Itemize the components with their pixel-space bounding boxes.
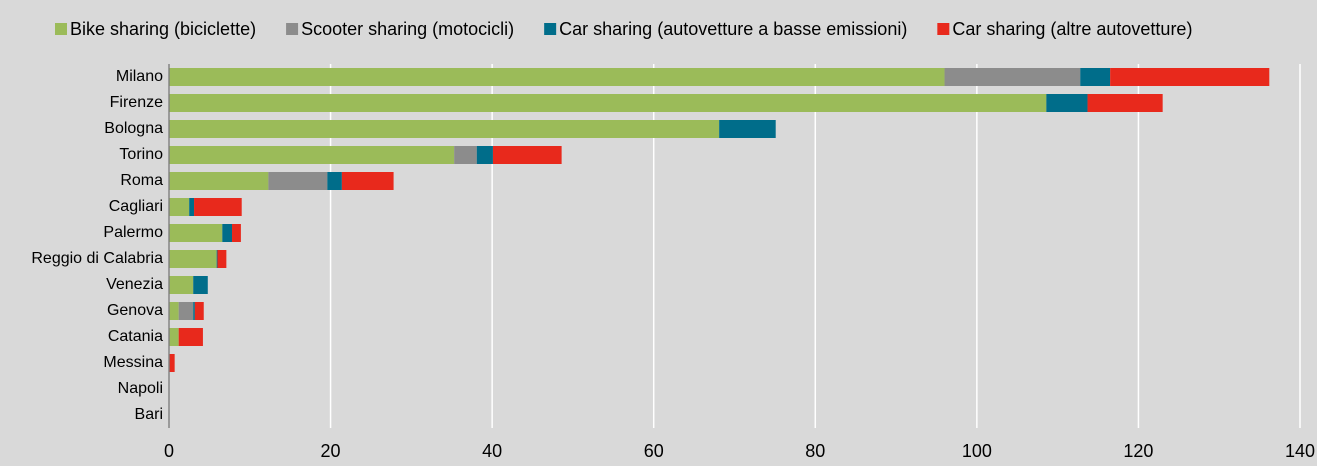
x-tick-label: 60 bbox=[644, 441, 664, 461]
bar-segment bbox=[178, 302, 194, 320]
y-tick-label: Bologna bbox=[104, 120, 163, 137]
bar-segment bbox=[189, 198, 195, 216]
bar-segment bbox=[169, 172, 269, 190]
y-tick-label: Venezia bbox=[106, 276, 163, 293]
bar-segment bbox=[169, 224, 223, 242]
legend-swatch bbox=[937, 23, 950, 35]
legend-label: Bike sharing (biciclette) bbox=[70, 19, 256, 39]
bar-segment bbox=[944, 68, 1081, 86]
bar-segment bbox=[1046, 94, 1088, 112]
bar-segment bbox=[327, 172, 342, 190]
x-tick-label: 140 bbox=[1285, 441, 1315, 461]
bar-segment bbox=[193, 302, 195, 320]
legend-label: Scooter sharing (motocicli) bbox=[301, 19, 514, 39]
y-tick-label: Catania bbox=[108, 328, 163, 345]
x-tick-label: 80 bbox=[805, 441, 825, 461]
bar-segment bbox=[476, 146, 493, 164]
bar-segment bbox=[454, 146, 477, 164]
y-tick-label: Bari bbox=[135, 406, 163, 423]
bar-segment bbox=[169, 276, 194, 294]
y-tick-label: Genova bbox=[107, 302, 163, 319]
bar-segment bbox=[492, 146, 562, 164]
bar-segment bbox=[178, 328, 203, 346]
bar-segment bbox=[194, 302, 204, 320]
bar-segment bbox=[216, 250, 218, 268]
legend-label: Car sharing (autovetture a basse emissio… bbox=[559, 19, 907, 39]
bar-segment bbox=[169, 302, 179, 320]
x-tick-label: 120 bbox=[1123, 441, 1153, 461]
bar-segment bbox=[169, 94, 1047, 112]
bar-segment bbox=[169, 120, 720, 138]
legend-swatch bbox=[544, 23, 557, 35]
legend-label: Car sharing (altre autovetture) bbox=[952, 19, 1192, 39]
x-tick-label: 0 bbox=[164, 441, 174, 461]
legend-swatch bbox=[55, 23, 67, 35]
bar-segment bbox=[1110, 68, 1270, 86]
x-tick-label: 20 bbox=[321, 441, 341, 461]
bar-segment bbox=[268, 172, 328, 190]
bar-segment bbox=[169, 146, 455, 164]
bar-segment bbox=[1087, 94, 1163, 112]
y-tick-label: Torino bbox=[119, 146, 163, 163]
bar-segment bbox=[169, 328, 179, 346]
bar-segment bbox=[341, 172, 394, 190]
bar-segment bbox=[194, 198, 242, 216]
x-tick-label: 100 bbox=[962, 441, 992, 461]
y-tick-label: Reggio di Calabria bbox=[31, 250, 163, 267]
bar-segment bbox=[719, 120, 776, 138]
legend-swatch bbox=[286, 23, 299, 35]
y-tick-label: Roma bbox=[120, 172, 163, 189]
y-tick-label: Napoli bbox=[118, 380, 163, 397]
plot-area bbox=[169, 64, 1300, 428]
bar-segment bbox=[232, 224, 241, 242]
bar-segment bbox=[222, 224, 233, 242]
x-tick-label: 40 bbox=[482, 441, 502, 461]
bar-segment bbox=[169, 198, 190, 216]
bar-segment bbox=[193, 276, 208, 294]
y-tick-label: Palermo bbox=[103, 224, 163, 241]
y-tick-label: Cagliari bbox=[109, 198, 163, 215]
bar-segment bbox=[169, 250, 217, 268]
bar-segment bbox=[1080, 68, 1111, 86]
bar-segment bbox=[169, 68, 945, 86]
y-tick-label: Firenze bbox=[110, 94, 163, 111]
bar-segment bbox=[169, 354, 175, 372]
bar-segment bbox=[217, 250, 227, 268]
y-tick-label: Messina bbox=[103, 354, 163, 371]
y-tick-label: Milano bbox=[116, 68, 163, 85]
